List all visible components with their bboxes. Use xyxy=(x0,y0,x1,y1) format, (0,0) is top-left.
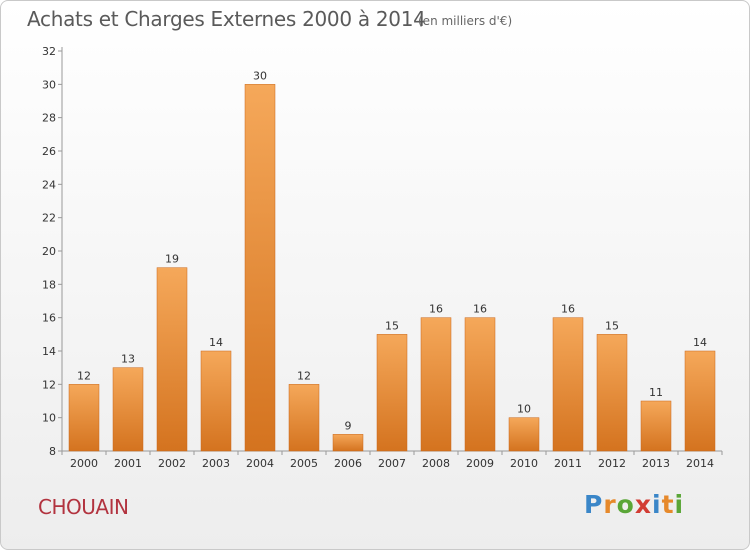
proxiti-logo: Proxiti xyxy=(584,490,684,519)
bar-2005 xyxy=(288,384,320,452)
y-tick-label: 22 xyxy=(42,212,56,225)
bar-2002 xyxy=(156,267,188,452)
bar-2001 xyxy=(112,367,144,452)
y-tick-label: 16 xyxy=(42,312,56,325)
x-tick-label: 2002 xyxy=(158,457,186,470)
chart-subtitle: (en milliers d'€) xyxy=(418,14,513,28)
x-tick-label: 2007 xyxy=(378,457,406,470)
commune-name: CHOUAIN xyxy=(38,495,129,519)
bar-2008 xyxy=(420,317,452,452)
value-label: 15 xyxy=(385,319,399,332)
bar-2011 xyxy=(552,317,584,452)
value-label: 9 xyxy=(345,419,352,432)
x-tick-label: 2006 xyxy=(334,457,362,470)
y-tick-label: 28 xyxy=(42,112,56,125)
y-tick-label: 14 xyxy=(42,345,56,358)
x-tick-label: 2001 xyxy=(114,457,142,470)
value-label: 19 xyxy=(165,253,179,266)
value-label: 12 xyxy=(297,369,311,382)
value-label: 30 xyxy=(253,69,267,82)
value-label: 13 xyxy=(121,353,135,366)
y-tick-label: 32 xyxy=(42,45,56,58)
logo-letter: P xyxy=(584,490,604,519)
value-label: 14 xyxy=(693,336,707,349)
logo-letter: x xyxy=(634,490,652,519)
x-tick-label: 2008 xyxy=(422,457,450,470)
value-label: 12 xyxy=(77,369,91,382)
x-tick-label: 2013 xyxy=(642,457,670,470)
bar-2006 xyxy=(332,434,364,452)
bar-2013 xyxy=(640,400,672,452)
y-tick-label: 24 xyxy=(42,178,56,191)
value-label: 15 xyxy=(605,319,619,332)
x-tick-label: 2011 xyxy=(554,457,582,470)
bar-2014 xyxy=(684,350,716,452)
x-tick-label: 2010 xyxy=(510,457,538,470)
bar-2010 xyxy=(508,417,540,452)
logo-letter: r xyxy=(603,490,617,519)
value-label: 16 xyxy=(429,303,443,316)
bar-2004 xyxy=(244,84,276,452)
chart-title: Achats et Charges Externes 2000 à 2014 xyxy=(27,7,426,31)
bar-2003 xyxy=(200,350,232,452)
value-label: 14 xyxy=(209,336,223,349)
y-tick-label: 20 xyxy=(42,245,56,258)
value-label: 16 xyxy=(473,303,487,316)
bar-2012 xyxy=(596,334,628,452)
x-tick-label: 2004 xyxy=(246,457,274,470)
x-tick-label: 2000 xyxy=(70,457,98,470)
x-tick-label: 2003 xyxy=(202,457,230,470)
logo-letter: o xyxy=(616,490,635,519)
x-tick-label: 2009 xyxy=(466,457,494,470)
y-tick-label: 12 xyxy=(42,378,56,391)
y-tick-label: 26 xyxy=(42,145,56,158)
bar-2007 xyxy=(376,334,408,452)
y-tick-label: 18 xyxy=(42,278,56,291)
x-tick-label: 2014 xyxy=(686,457,714,470)
value-label: 16 xyxy=(561,303,575,316)
logo-letter: i xyxy=(652,490,662,519)
x-tick-label: 2005 xyxy=(290,457,318,470)
value-label: 10 xyxy=(517,403,531,416)
logo-letter: i xyxy=(674,490,685,519)
value-label: 11 xyxy=(649,386,663,399)
bar-2000 xyxy=(68,384,100,452)
y-tick-label: 30 xyxy=(42,78,56,91)
x-tick-label: 2012 xyxy=(598,457,626,470)
bar-2009 xyxy=(464,317,496,452)
logo-letter: t xyxy=(661,490,675,519)
y-tick-label: 10 xyxy=(42,412,56,425)
y-tick-label: 8 xyxy=(49,445,56,458)
